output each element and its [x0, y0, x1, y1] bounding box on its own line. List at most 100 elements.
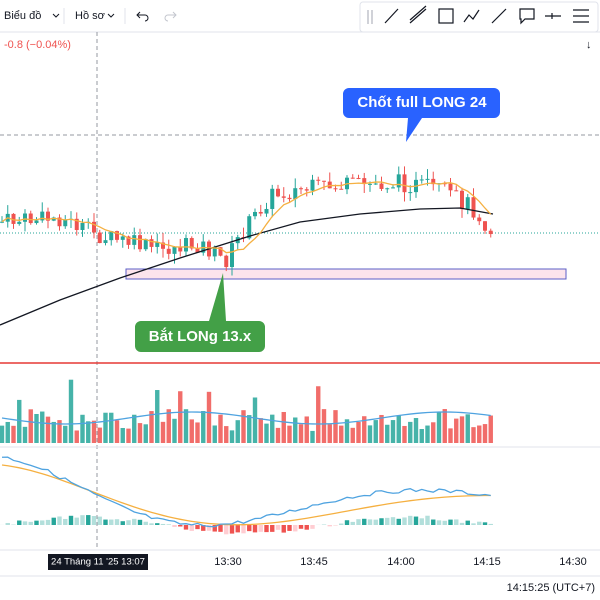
volume-bar [132, 414, 137, 443]
volume-bar [344, 419, 350, 443]
volume-bar [408, 421, 413, 443]
dropdown-arrow [107, 13, 115, 18]
candle-body [287, 197, 292, 200]
time-label: 13:30 [214, 556, 242, 568]
macd-bar [270, 525, 275, 532]
time-label: 14:30 [559, 556, 587, 568]
volume-bar [465, 414, 470, 443]
macd-bar [344, 520, 350, 525]
dropdown-arrow [52, 13, 60, 18]
volume-bar [321, 409, 327, 443]
volume-bar [155, 390, 160, 443]
candle-body [448, 183, 453, 191]
volume-bar [86, 421, 91, 443]
macd-bar [80, 515, 85, 525]
candle-body [350, 177, 355, 179]
volume-bar [385, 424, 390, 443]
candle-body [299, 188, 303, 190]
volume-bar [34, 413, 39, 443]
drag-handle[interactable] [367, 10, 373, 24]
candle-body [166, 248, 171, 254]
volume-bar [80, 414, 85, 443]
volume-bar [166, 409, 171, 443]
candle-body [155, 242, 160, 247]
brush-tool[interactable] [491, 8, 507, 24]
volume-bar [120, 427, 125, 443]
volume-bar [51, 421, 56, 443]
candle-body [396, 174, 401, 188]
candle-body [132, 235, 137, 245]
macd-bar [143, 521, 148, 525]
rectangle-tool[interactable] [438, 8, 454, 24]
macd-bar [206, 525, 212, 531]
volume-bar [293, 417, 298, 443]
profile-menu[interactable]: Hồ sơ [75, 10, 115, 22]
candle-body [51, 217, 56, 221]
macd-bar [281, 525, 286, 533]
volume-bar [367, 425, 373, 443]
buy-callout [135, 273, 265, 352]
macd-bar [471, 523, 476, 525]
candle-body [402, 174, 407, 193]
volume-bar [149, 411, 154, 443]
macd-bar [183, 525, 189, 530]
drawing-toolbar [359, 1, 599, 33]
volume-bar [402, 425, 407, 443]
redo-button[interactable] [164, 11, 177, 22]
volume-bar [270, 414, 275, 443]
crosshair-time: 24 Tháng 11 '25 13:07 [51, 557, 145, 568]
macd-bar [454, 519, 459, 525]
channel-tool[interactable] [409, 5, 427, 24]
candle-body [362, 178, 367, 185]
macd-bar [178, 525, 183, 527]
volume-bar [459, 416, 465, 443]
volume-bar [281, 411, 286, 443]
volume-bar [178, 391, 183, 443]
candle-body [11, 213, 16, 224]
horizontal-line-tool[interactable] [545, 13, 561, 19]
candle-body [258, 211, 263, 214]
macd-bar [390, 517, 396, 525]
volume-bar [229, 430, 235, 443]
settings-tool[interactable] [573, 9, 589, 23]
zone-rectangle [125, 268, 567, 280]
candle-body [218, 247, 223, 256]
macd-bar [5, 522, 10, 525]
volume-bar [379, 414, 384, 443]
scale-arrow[interactable]: ↓ [586, 39, 592, 51]
macd-bar [304, 525, 309, 530]
volume-bar [183, 409, 189, 443]
macd-bar [40, 520, 45, 525]
candle-body [97, 232, 102, 244]
volume-bar [160, 421, 166, 443]
trendline-tool[interactable] [384, 8, 399, 24]
macd-bar [218, 525, 223, 532]
candle-body [425, 178, 430, 180]
macd-bar [367, 519, 373, 525]
volume-bar [488, 415, 493, 443]
volume-bar [195, 422, 200, 443]
undo-button[interactable] [136, 11, 149, 22]
candle-body [408, 192, 413, 194]
text-tool[interactable] [519, 8, 535, 25]
macd-bar [350, 521, 355, 525]
macd-bar [465, 520, 470, 525]
volume-average [1, 411, 491, 425]
macd-bar [229, 525, 235, 534]
macd-bar [396, 518, 401, 525]
volume-bar [264, 423, 269, 443]
path-tool[interactable] [463, 9, 480, 23]
volume-bar [11, 425, 16, 443]
candle-body [460, 190, 464, 210]
macd-bar [63, 518, 68, 525]
volume-bar [275, 427, 281, 443]
candle-body [40, 211, 45, 221]
candle-body [23, 213, 27, 222]
volume-bar [482, 424, 488, 443]
macd-bar [310, 525, 315, 529]
macd-bar [120, 521, 125, 525]
volume-bar [91, 420, 97, 443]
macd-bar [436, 520, 442, 525]
chart-menu[interactable]: Biểu đồ [4, 10, 60, 22]
candle-body [247, 216, 252, 239]
